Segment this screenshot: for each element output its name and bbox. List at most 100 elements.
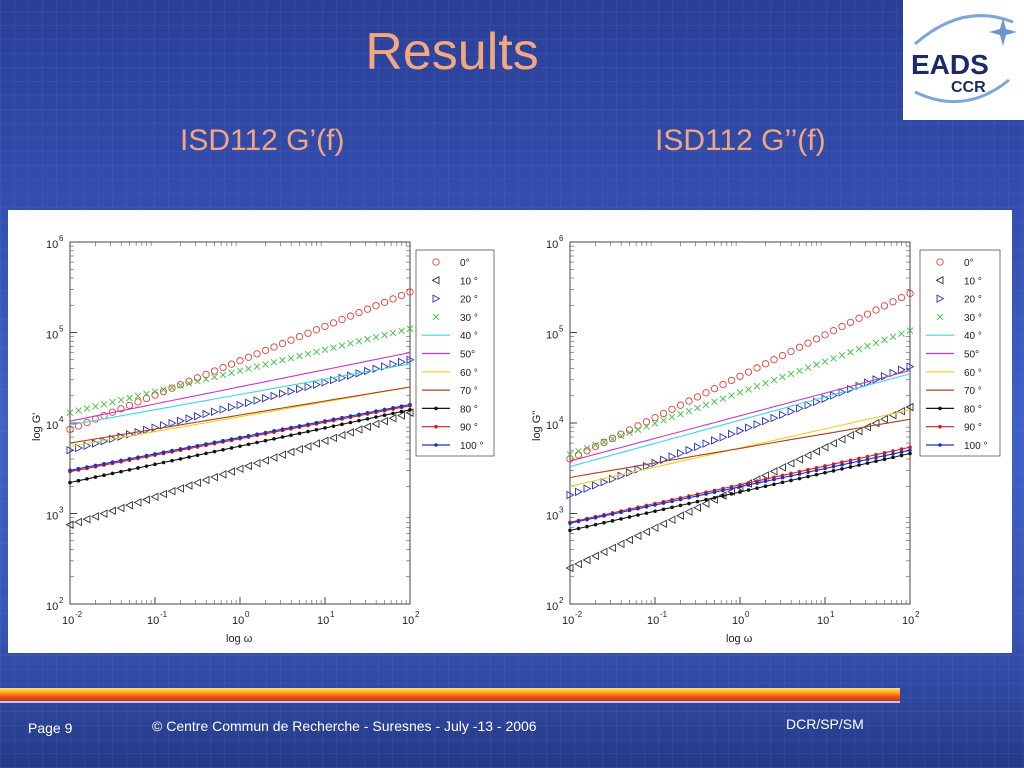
data-point xyxy=(602,514,606,518)
x-tick-label: 10 xyxy=(902,615,914,627)
data-point xyxy=(321,378,330,387)
data-point xyxy=(643,423,650,430)
x-tick-label: 10 xyxy=(232,615,244,627)
data-point xyxy=(397,291,406,300)
legend-entry: 60 ° xyxy=(422,368,478,379)
page-number: Page 9 xyxy=(28,720,73,736)
data-point xyxy=(136,466,140,470)
data-point xyxy=(778,463,786,472)
data-point xyxy=(313,380,321,389)
data-point xyxy=(889,298,897,306)
y-tick-label: 10 xyxy=(46,330,58,342)
y-axis-label: log G' xyxy=(31,413,43,441)
data-point xyxy=(659,519,667,528)
data-point xyxy=(221,447,225,452)
data-point xyxy=(592,441,599,449)
logo-sub: CCR xyxy=(951,79,986,96)
data-point xyxy=(92,403,99,410)
legend-entry: 50° xyxy=(926,350,979,361)
data-point xyxy=(738,484,742,489)
data-point xyxy=(142,394,151,403)
legend-label: 80 ° xyxy=(964,404,982,415)
data-point xyxy=(397,411,405,420)
data-point xyxy=(795,343,804,351)
data-point xyxy=(68,468,72,473)
legend-entry: 20 ° xyxy=(432,294,478,306)
data-point xyxy=(151,391,159,399)
data-point xyxy=(846,318,855,327)
data-point xyxy=(229,437,234,441)
logo-brand: EADS xyxy=(911,49,989,80)
data-point xyxy=(565,563,574,573)
legend-entry: 0° xyxy=(936,258,974,269)
data-point xyxy=(66,409,74,417)
data-point xyxy=(346,312,355,320)
data-point xyxy=(829,439,837,448)
data-point xyxy=(796,367,803,375)
data-point xyxy=(660,417,667,424)
data-point xyxy=(382,413,387,418)
data-point xyxy=(202,370,210,379)
data-point xyxy=(789,478,793,483)
data-point xyxy=(212,449,217,454)
data-point xyxy=(236,367,244,375)
data-point xyxy=(857,459,861,463)
y-axis-label: log G'' xyxy=(531,411,543,442)
data-point xyxy=(406,355,415,364)
data-point xyxy=(218,470,227,479)
data-point xyxy=(201,475,210,485)
data-point xyxy=(840,460,844,465)
legend-entry: 60 ° xyxy=(926,368,982,379)
data-point xyxy=(303,442,312,451)
data-point xyxy=(744,368,753,376)
y-tick-exponent: 5 xyxy=(559,325,564,334)
data-point xyxy=(365,410,370,415)
data-point xyxy=(304,329,312,337)
data-point xyxy=(838,352,846,359)
y-tick-exponent: 6 xyxy=(59,234,64,243)
legend-label: 20 ° xyxy=(964,295,982,306)
data-point xyxy=(729,486,734,491)
data-point xyxy=(76,478,81,483)
data-point xyxy=(66,425,74,434)
legend-marker xyxy=(432,294,441,303)
data-point xyxy=(347,371,355,380)
legend-label: 70 ° xyxy=(964,386,982,397)
legend-marker xyxy=(936,294,945,303)
data-point xyxy=(872,375,881,384)
data-point xyxy=(289,433,293,438)
data-point xyxy=(382,407,387,412)
data-point xyxy=(380,298,389,306)
data-point xyxy=(847,348,854,356)
data-point xyxy=(574,559,582,569)
data-point xyxy=(831,464,836,469)
data-point xyxy=(728,429,736,439)
data-point xyxy=(202,409,211,419)
legend-entry: 70 ° xyxy=(422,386,478,397)
data-point xyxy=(176,484,184,493)
data-point xyxy=(340,415,344,420)
data-point xyxy=(693,393,702,401)
data-point xyxy=(779,373,786,381)
slide-title: Results xyxy=(365,23,539,81)
data-point xyxy=(872,306,880,314)
data-point xyxy=(372,302,380,310)
data-point xyxy=(85,465,89,469)
series-5 xyxy=(569,369,911,462)
data-point xyxy=(814,472,819,477)
y-tick-exponent: 3 xyxy=(559,506,564,515)
data-point xyxy=(278,450,286,459)
data-point xyxy=(391,411,395,416)
y-tick-exponent: 6 xyxy=(559,234,564,243)
data-point xyxy=(687,501,691,506)
data-point xyxy=(897,293,906,302)
data-point xyxy=(212,440,217,445)
data-point xyxy=(102,473,106,478)
data-point xyxy=(177,382,184,389)
y-tick-label: 10 xyxy=(546,420,558,432)
legend-label: 80 ° xyxy=(460,404,478,415)
data-point xyxy=(899,450,904,454)
data-point xyxy=(406,288,414,296)
data-point xyxy=(74,517,82,527)
